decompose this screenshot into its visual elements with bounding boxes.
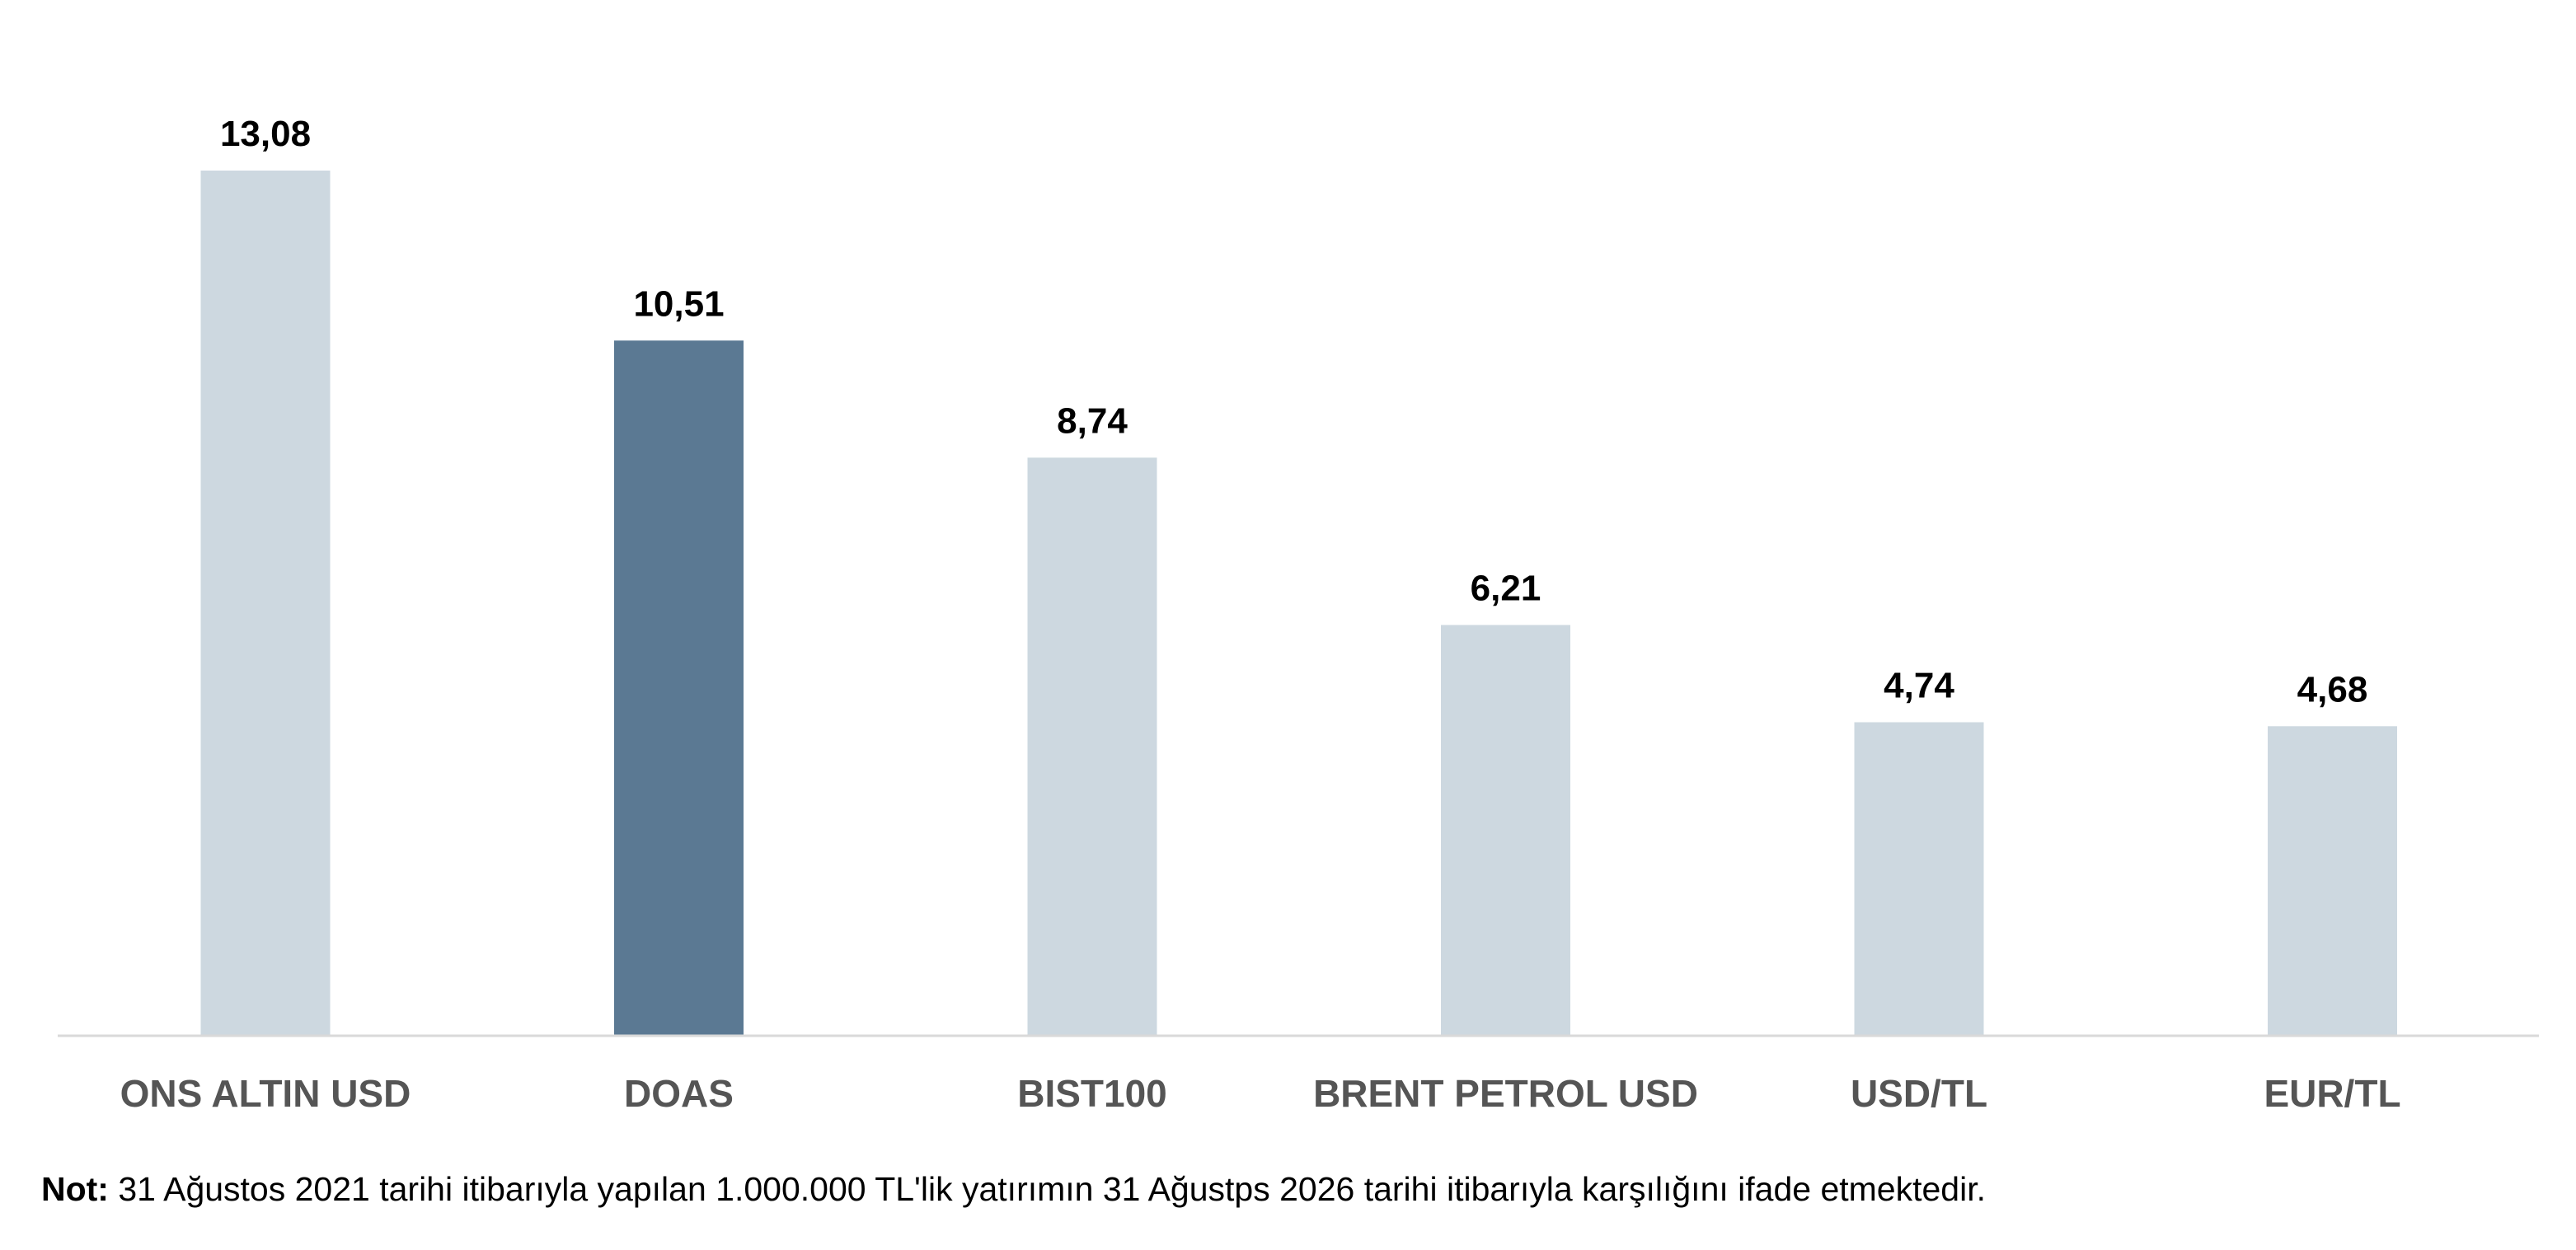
- footnote-text: 31 Ağustos 2021 tarihi itibarıyla yapıla…: [108, 1170, 1986, 1208]
- value-label-brent-petrol-usd: 6,21: [1471, 569, 1541, 609]
- footnote: Not: 31 Ağustos 2021 tarihi itibarıyla y…: [41, 1170, 1986, 1209]
- category-label-doas: DOAS: [624, 1072, 734, 1115]
- value-label-eur-tl: 4,68: [2297, 669, 2368, 709]
- category-label-usd-tl: USD/TL: [1851, 1072, 1987, 1115]
- bar-usd-tl: [1854, 722, 1984, 1036]
- value-labels-layer: 13,08 10,51 8,74 6,21 4,74 4,68: [220, 114, 2367, 709]
- category-labels-layer: ONS ALTIN USD DOAS BIST100 BRENT PETROL USD…: [120, 1072, 2401, 1115]
- value-label-ons-altin-usd: 13,08: [220, 114, 311, 154]
- value-label-bist100: 8,74: [1057, 400, 1128, 441]
- category-label-bist100: BIST100: [1017, 1072, 1167, 1115]
- bar-bist100: [1027, 457, 1157, 1036]
- bar-brent-petrol-usd: [1441, 625, 1570, 1036]
- bar-doas: [614, 340, 744, 1036]
- category-label-brent-petrol-usd: BRENT PETROL USD: [1313, 1072, 1698, 1115]
- bars-layer: [200, 171, 2397, 1036]
- footnote-label: Not:: [41, 1170, 109, 1208]
- bar-ons-altin-usd: [200, 171, 331, 1036]
- category-label-ons-altin-usd: ONS ALTIN USD: [120, 1072, 411, 1115]
- bar-eur-tl: [2268, 726, 2397, 1036]
- category-label-eur-tl: EUR/TL: [2264, 1072, 2400, 1115]
- value-label-usd-tl: 4,74: [1884, 666, 1954, 706]
- value-label-doas: 10,51: [633, 283, 724, 324]
